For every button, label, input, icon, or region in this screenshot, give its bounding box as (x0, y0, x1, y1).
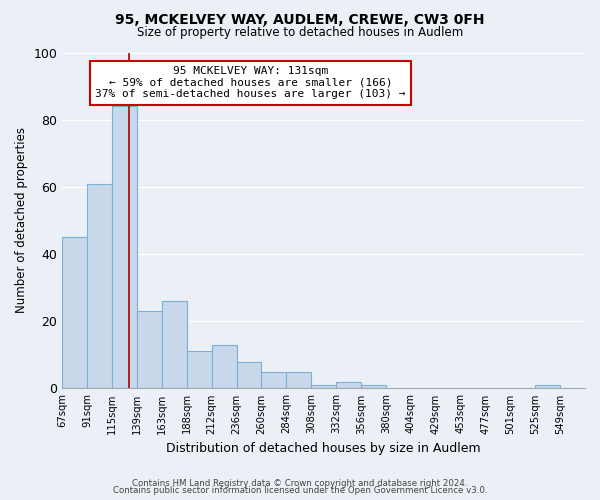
Text: 95, MCKELVEY WAY, AUDLEM, CREWE, CW3 0FH: 95, MCKELVEY WAY, AUDLEM, CREWE, CW3 0FH (115, 12, 485, 26)
Bar (212, 345, 236, 389)
Bar (137, 311, 162, 388)
Bar (361, 385, 386, 388)
Bar (87, 184, 112, 388)
Text: Contains public sector information licensed under the Open Government Licence v3: Contains public sector information licen… (113, 486, 487, 495)
Bar (286, 372, 311, 388)
Bar (236, 362, 262, 388)
Bar (62, 238, 87, 388)
Bar (187, 352, 212, 389)
Bar (535, 385, 560, 388)
Bar (311, 385, 336, 388)
Bar (112, 106, 137, 389)
X-axis label: Distribution of detached houses by size in Audlem: Distribution of detached houses by size … (166, 442, 481, 455)
Text: Contains HM Land Registry data © Crown copyright and database right 2024.: Contains HM Land Registry data © Crown c… (132, 478, 468, 488)
Bar (262, 372, 286, 388)
Bar (162, 301, 187, 388)
Text: 95 MCKELVEY WAY: 131sqm
← 59% of detached houses are smaller (166)
37% of semi-d: 95 MCKELVEY WAY: 131sqm ← 59% of detache… (95, 66, 406, 100)
Y-axis label: Number of detached properties: Number of detached properties (15, 128, 28, 314)
Bar (336, 382, 361, 388)
Text: Size of property relative to detached houses in Audlem: Size of property relative to detached ho… (137, 26, 463, 39)
